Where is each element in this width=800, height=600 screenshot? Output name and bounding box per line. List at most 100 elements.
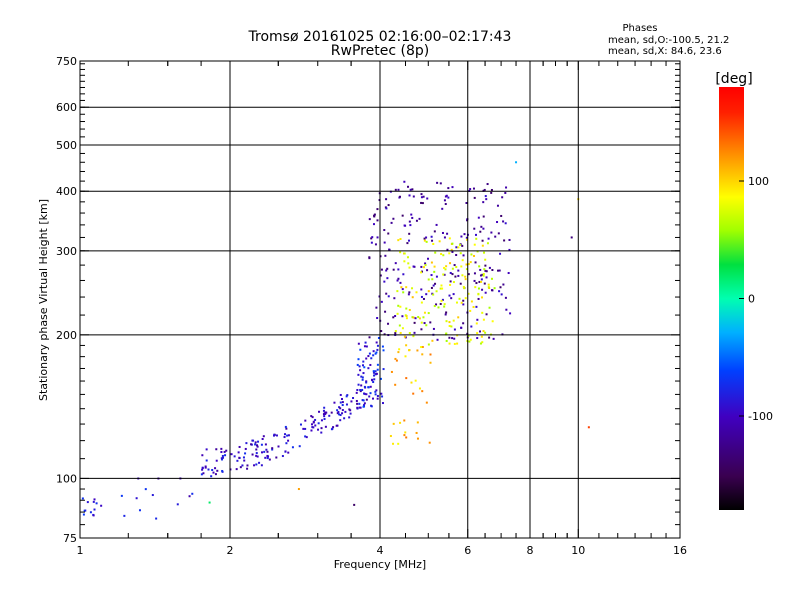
data-point (356, 402, 359, 405)
data-point (435, 275, 438, 278)
data-point (427, 343, 430, 346)
data-point (452, 319, 455, 322)
data-point (394, 262, 397, 265)
data-point (284, 450, 287, 453)
data-point (480, 225, 483, 228)
data-point (380, 392, 383, 395)
data-point (428, 441, 431, 444)
data-point (485, 198, 488, 201)
data-point (427, 278, 430, 281)
data-point (376, 236, 379, 239)
data-point (250, 443, 253, 446)
data-point (359, 406, 362, 409)
data-point (472, 306, 475, 309)
data-point (402, 291, 405, 294)
data-point (411, 287, 414, 290)
data-point (376, 363, 379, 366)
data-point (263, 450, 266, 453)
data-point (425, 236, 428, 239)
data-point (497, 269, 500, 272)
data-point (299, 423, 302, 426)
data-point (394, 332, 397, 335)
data-point (482, 227, 485, 230)
data-point (394, 314, 397, 317)
data-point (378, 295, 381, 298)
data-point (221, 454, 224, 457)
data-point (502, 283, 505, 286)
data-point (439, 302, 442, 305)
data-point (427, 312, 430, 315)
data-point (392, 422, 395, 425)
data-point (456, 334, 459, 337)
data-point (399, 251, 402, 254)
data-point (412, 195, 415, 198)
data-point (416, 437, 419, 440)
data-point (357, 383, 360, 386)
data-point (466, 219, 469, 222)
data-point (330, 411, 333, 414)
data-point (305, 436, 308, 439)
x-tick-label: 6 (464, 544, 471, 557)
data-point (255, 448, 258, 451)
data-point (445, 311, 448, 314)
data-point (447, 196, 450, 199)
data-point (230, 453, 233, 456)
data-point (416, 349, 419, 352)
data-point (365, 345, 368, 348)
data-point (482, 215, 485, 218)
data-point (483, 282, 486, 285)
data-point (359, 369, 362, 372)
data-point (467, 334, 470, 337)
data-point (382, 349, 385, 352)
data-point (457, 246, 460, 249)
data-point (420, 328, 423, 331)
data-point (425, 293, 428, 296)
data-point (447, 187, 450, 190)
data-point (235, 468, 238, 471)
data-point (356, 406, 359, 409)
data-point (368, 218, 371, 221)
data-point (476, 337, 479, 340)
data-point (176, 503, 179, 506)
data-point (265, 448, 268, 451)
data-point (429, 321, 432, 324)
data-point (355, 399, 358, 402)
data-point (457, 274, 460, 277)
data-point (398, 348, 401, 351)
data-point (92, 514, 95, 517)
data-point (330, 428, 333, 431)
chart-subtitle: RwPretec (8p) (331, 43, 429, 59)
data-point (421, 202, 424, 205)
data-point (441, 298, 444, 301)
x-axis-label: Frequency [MHz] (334, 558, 426, 571)
x-tick-label: 16 (673, 544, 687, 557)
data-point (402, 273, 405, 276)
data-point (490, 191, 493, 194)
data-point (500, 293, 503, 296)
data-point (476, 250, 479, 253)
data-point (508, 238, 511, 241)
data-point (442, 254, 445, 257)
data-point (434, 251, 437, 254)
data-point (422, 316, 425, 319)
data-point (440, 252, 443, 255)
data-point (411, 296, 414, 299)
data-point (439, 182, 442, 185)
data-point (188, 495, 191, 498)
data-point (432, 327, 435, 330)
data-point (283, 433, 286, 436)
data-point (260, 464, 263, 467)
data-point (474, 261, 477, 264)
data-point (376, 344, 379, 347)
data-point (398, 324, 401, 327)
data-point (151, 494, 154, 497)
data-point (407, 262, 410, 265)
data-point (238, 456, 241, 459)
data-point (387, 204, 390, 207)
data-point (403, 180, 406, 183)
data-point (376, 317, 379, 320)
data-point (455, 246, 458, 249)
data-point (479, 274, 482, 277)
data-point (507, 272, 510, 275)
data-point (452, 293, 455, 296)
